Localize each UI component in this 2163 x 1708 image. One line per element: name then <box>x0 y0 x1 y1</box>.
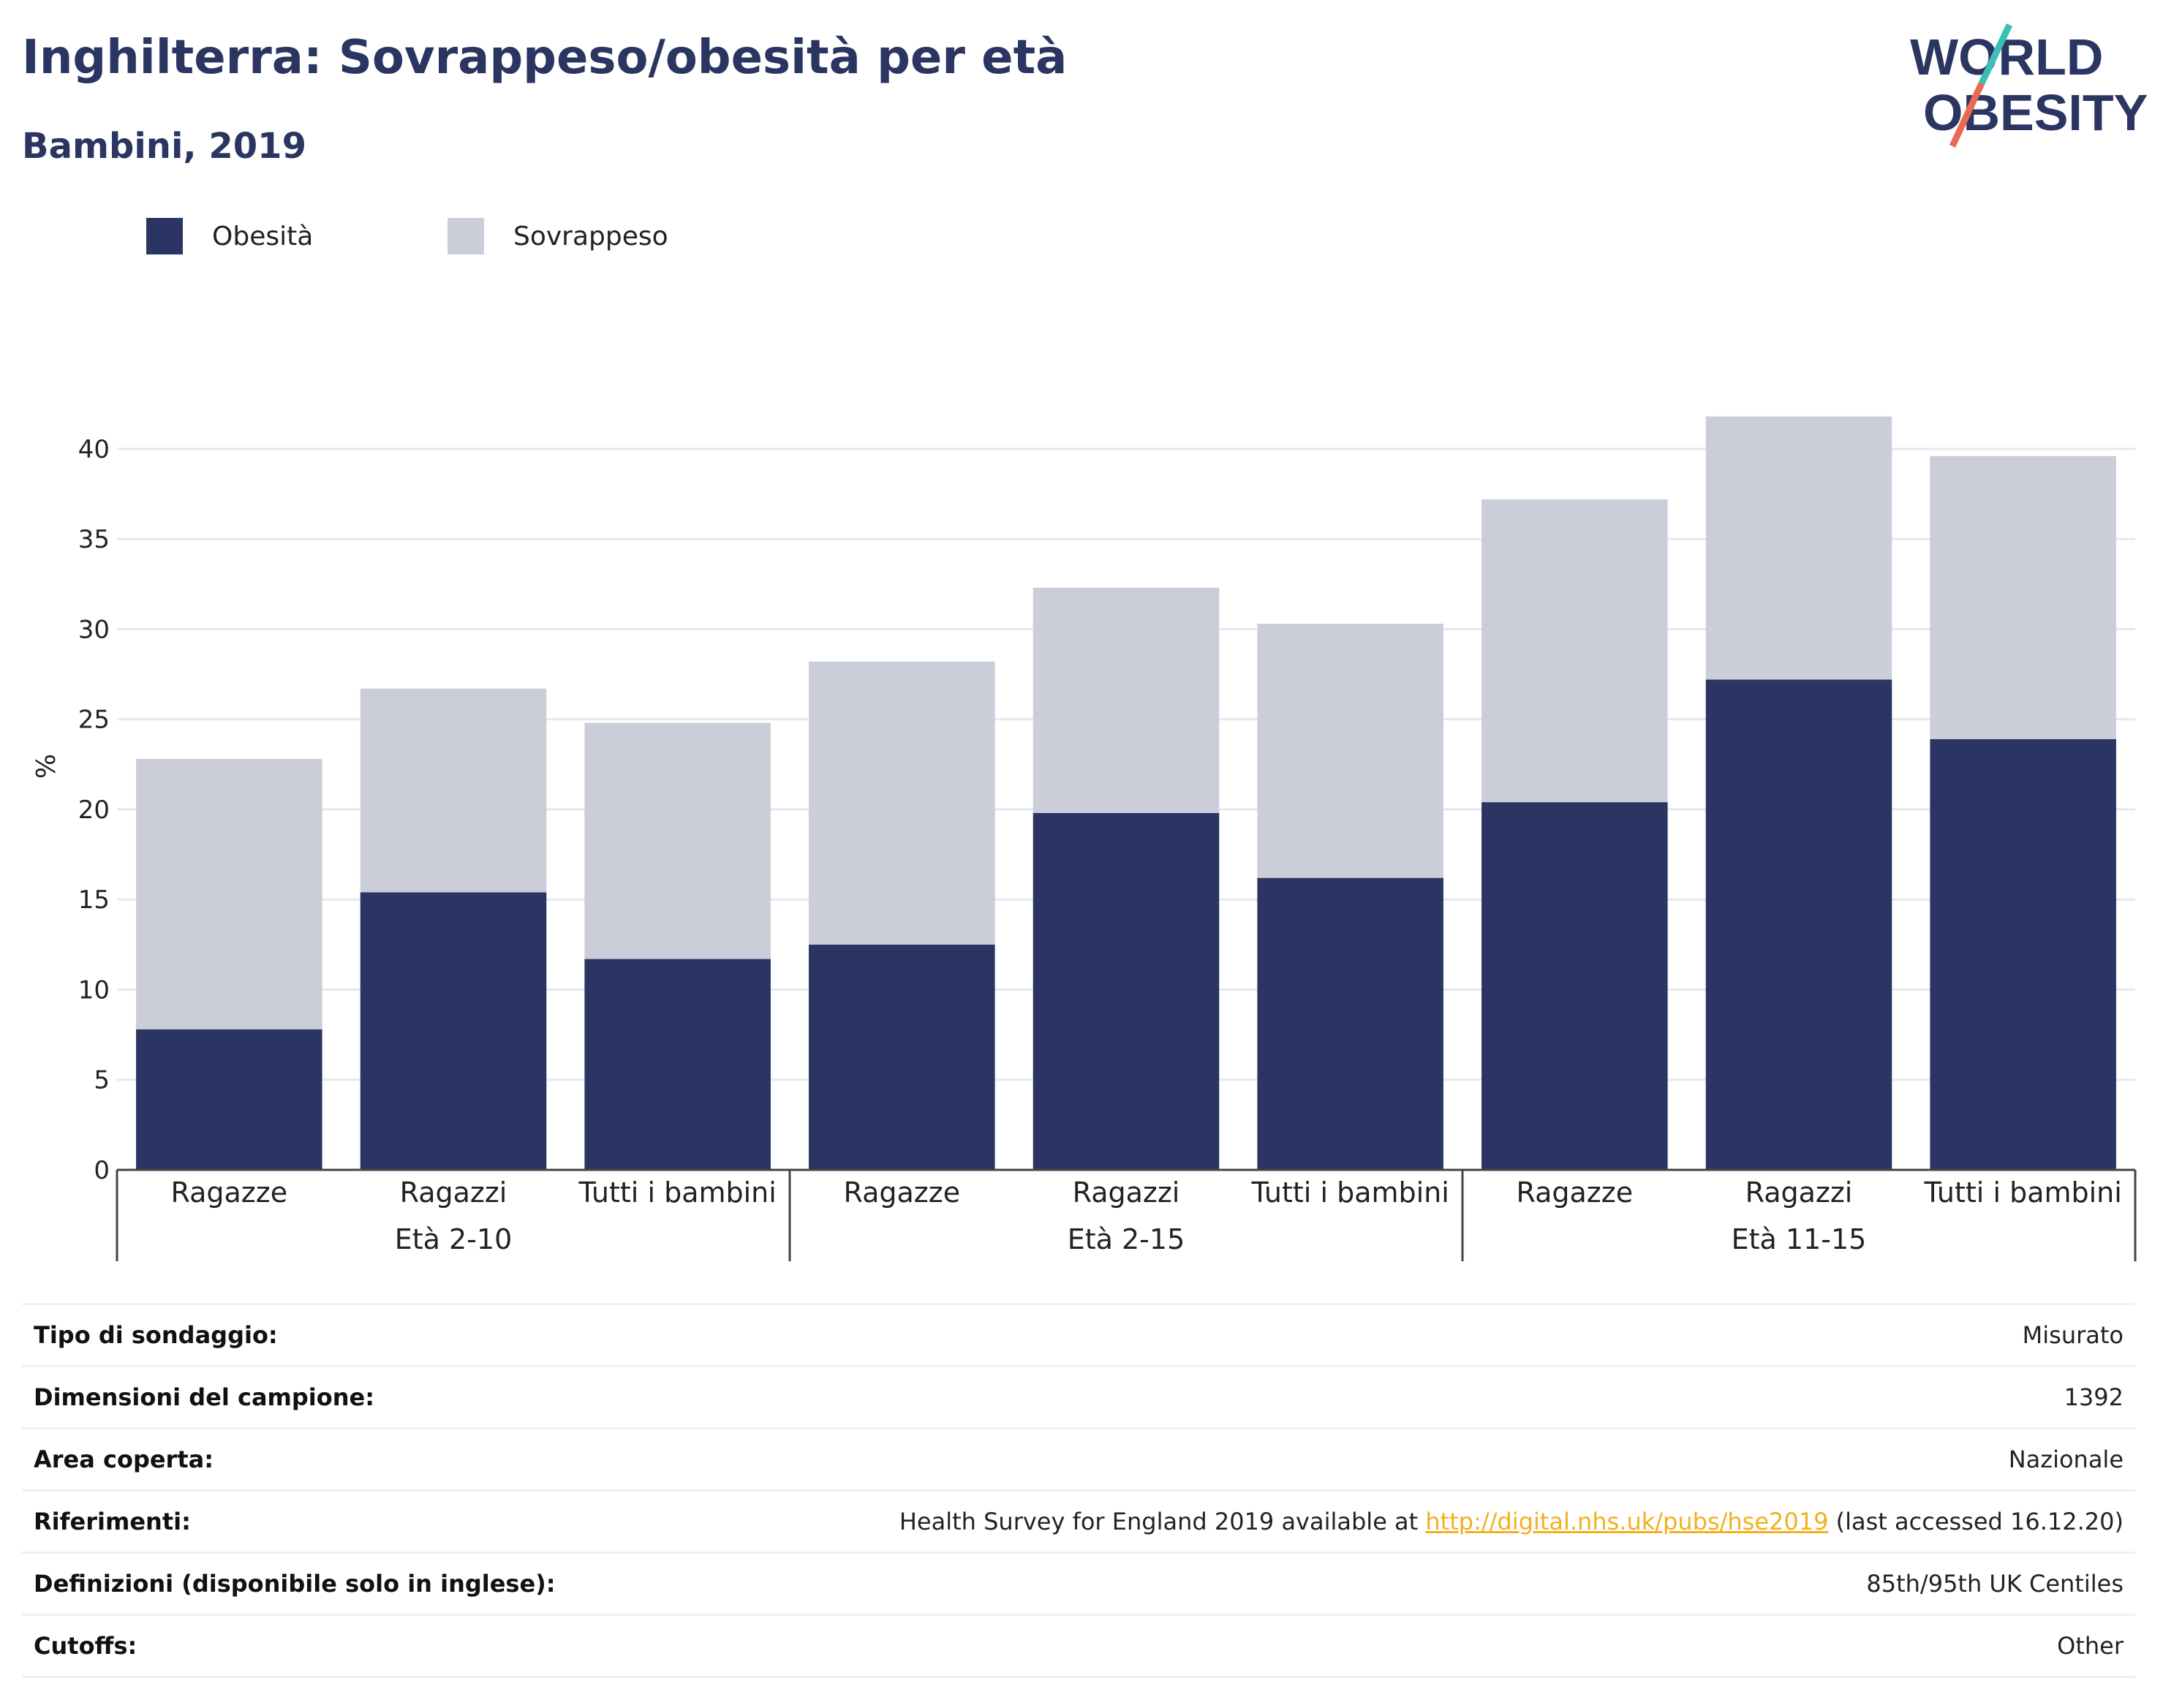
bar-overweight <box>1930 456 2116 739</box>
y-tick-label: 5 <box>94 1066 110 1095</box>
x-tick-label: Ragazze <box>171 1176 288 1209</box>
group-label: Età 11-15 <box>1732 1223 1867 1255</box>
bar-overweight <box>1481 499 1668 803</box>
bar-obesity <box>1930 738 2116 1170</box>
reference-suffix: (last accessed 16.12.20) <box>1828 1508 2124 1535</box>
info-row-references: Riferimenti: Health Survey for England 2… <box>22 1489 2135 1552</box>
page-title: Inghilterra: Sovrappeso/obesità per età <box>22 31 1068 85</box>
bar-obesity <box>584 959 771 1170</box>
bar-overweight <box>584 722 771 959</box>
bar-overweight <box>136 758 322 1029</box>
bar-obesity <box>136 1029 322 1170</box>
bar-overweight <box>1033 587 1220 813</box>
legend-item-overweight: Sovrappeso <box>448 218 668 254</box>
y-tick-label: 20 <box>78 796 110 825</box>
info-value: Nazionale <box>2008 1446 2124 1473</box>
bar-overweight <box>1257 624 1443 878</box>
y-axis-label: % <box>31 754 61 779</box>
x-tick-label: Ragazzi <box>1073 1176 1180 1209</box>
x-tick-label: Tutti i bambini <box>1923 1176 2121 1209</box>
group-label: Età 2-10 <box>395 1223 513 1255</box>
info-label: Tipo di sondaggio: <box>34 1321 278 1349</box>
info-value: 1392 <box>2064 1383 2124 1411</box>
legend-item-obesity: Obesità <box>146 218 313 254</box>
y-tick-label: 10 <box>78 975 110 1005</box>
bar-obesity <box>809 944 995 1170</box>
x-tick-label: Ragazze <box>1517 1176 1634 1209</box>
x-tick-label: Tutti i bambini <box>578 1176 776 1209</box>
reference-prefix: Health Survey for England 2019 available… <box>899 1508 1426 1535</box>
stacked-bar-chart: 0 5 10 15 20 25 30 35 40% Ragazze Ragazzi Tutti i b… <box>31 416 2137 1261</box>
bar-overweight <box>1705 416 1892 680</box>
info-label: Cutoffs: <box>34 1632 137 1660</box>
y-tick-label: 15 <box>78 885 110 915</box>
world-obesity-logo: WORLD OBESITY <box>1910 23 2148 148</box>
y-tick-label: 25 <box>78 706 110 735</box>
info-value: Other <box>2057 1632 2124 1660</box>
info-row-area: Area coperta: Nazionale <box>22 1427 2135 1489</box>
info-label: Area coperta: <box>34 1446 214 1473</box>
y-tick-label: 40 <box>78 435 110 464</box>
legend-swatch-obesity <box>146 218 183 254</box>
info-value: 85th/95th UK Centiles <box>1866 1570 2124 1598</box>
x-tick-label: Ragazzi <box>1745 1176 1853 1209</box>
x-tick-label: Ragazze <box>844 1176 961 1209</box>
bar-obesity <box>1705 679 1892 1170</box>
logo-slash-top <box>1978 23 2013 85</box>
info-label: Dimensioni del campione: <box>34 1383 375 1411</box>
info-table: Tipo di sondaggio: Misurato Dimensioni d… <box>22 1303 2135 1678</box>
logo-slash-bottom <box>1949 82 1985 148</box>
bar-obesity <box>360 892 547 1170</box>
y-tick-label: 0 <box>94 1156 110 1185</box>
x-tick-label: Tutti i bambini <box>1250 1176 1449 1209</box>
info-value: Misurato <box>2022 1321 2124 1349</box>
bar-overweight <box>360 688 547 893</box>
bar-obesity <box>1257 877 1443 1170</box>
info-row-definitions: Definizioni (disponibile solo in inglese… <box>22 1552 2135 1614</box>
y-tick-label: 30 <box>78 615 110 644</box>
legend-label-obesity: Obesità <box>212 221 314 252</box>
page-subtitle: Bambini, 2019 <box>22 126 306 167</box>
bar-overweight <box>809 661 995 945</box>
info-row-cutoffs: Cutoffs: Other <box>22 1614 2135 1678</box>
reference-link[interactable]: http://digital.nhs.uk/pubs/hse2019 <box>1425 1508 1829 1535</box>
group-label: Età 2-15 <box>1068 1223 1185 1255</box>
bar-obesity <box>1033 812 1220 1170</box>
y-tick-label: 35 <box>78 525 110 554</box>
bar-obesity <box>1481 802 1668 1170</box>
legend-swatch-overweight <box>448 218 484 254</box>
info-row-sample-size: Dimensioni del campione: 1392 <box>22 1365 2135 1427</box>
info-label: Definizioni (disponibile solo in inglese… <box>34 1570 556 1598</box>
info-row-survey-type: Tipo di sondaggio: Misurato <box>22 1303 2135 1365</box>
legend-label-overweight: Sovrappeso <box>513 221 668 252</box>
info-value: Health Survey for England 2019 available… <box>899 1508 2135 1535</box>
x-tick-label: Ragazzi <box>400 1176 507 1209</box>
info-label: Riferimenti: <box>34 1508 191 1535</box>
